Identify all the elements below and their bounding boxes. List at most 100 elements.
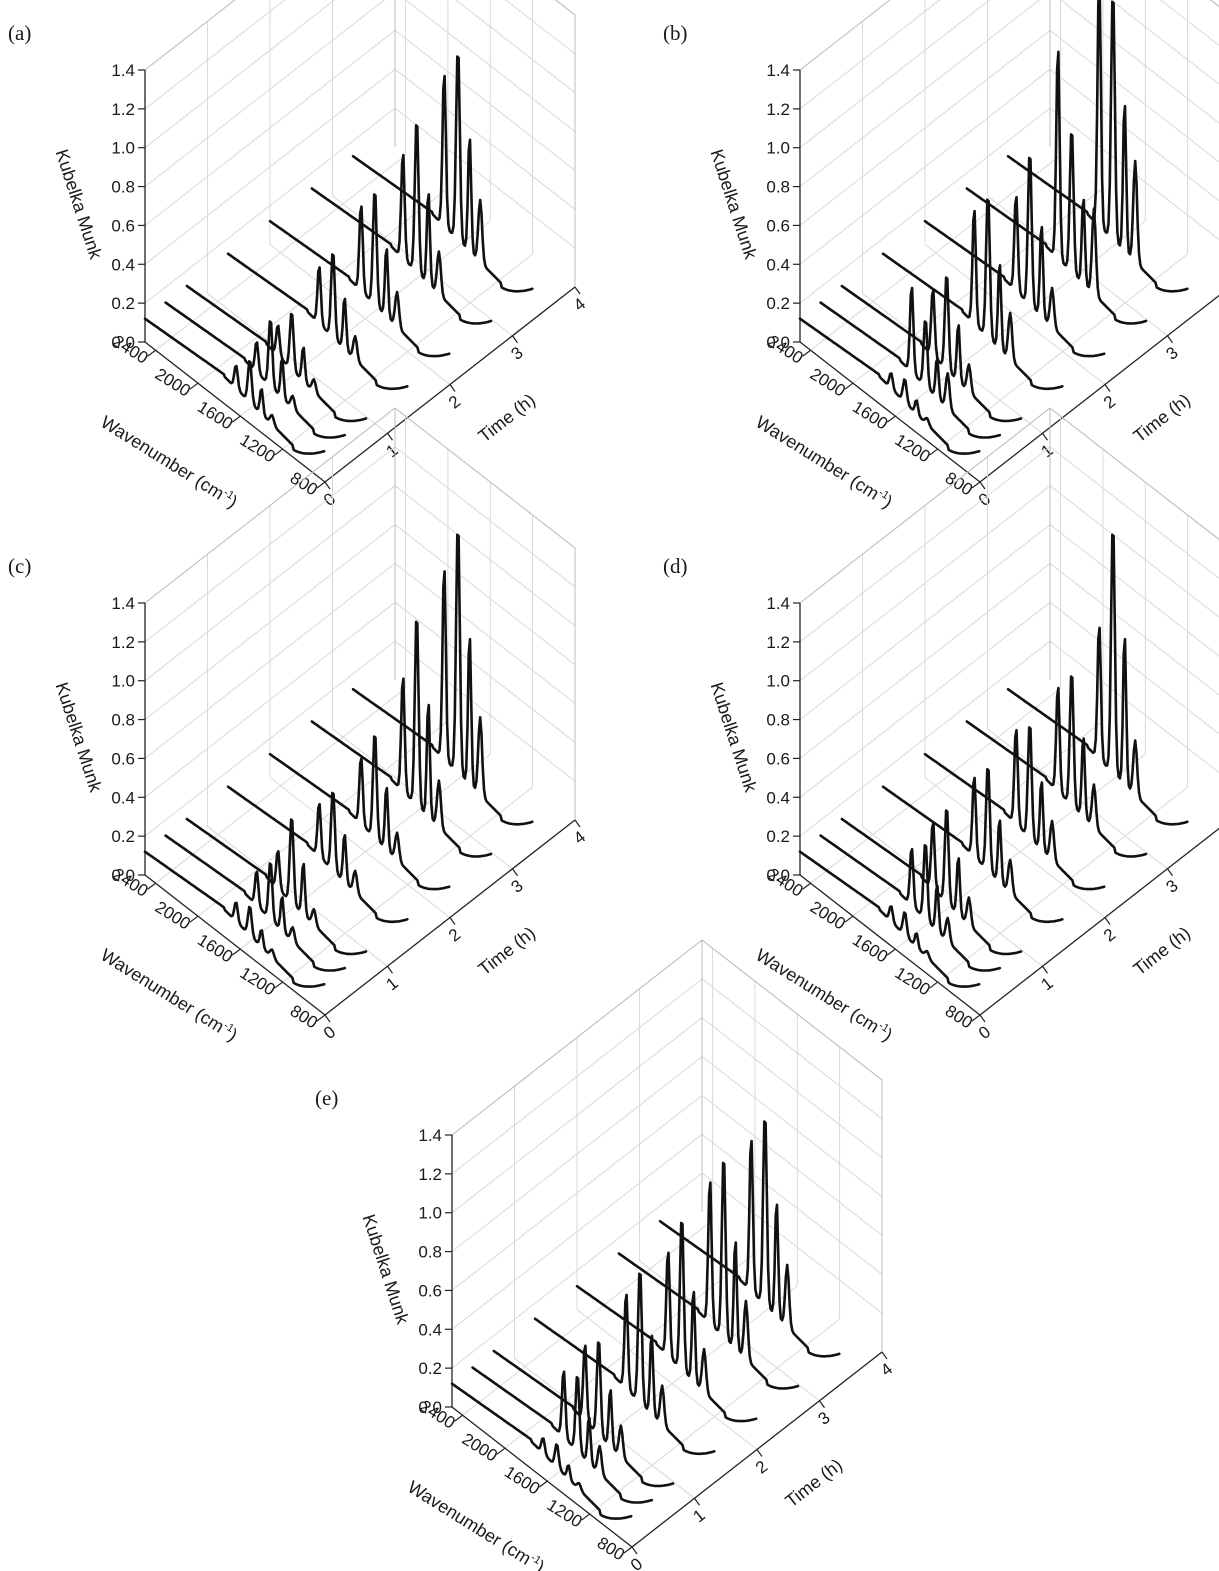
y-tick-label: 0.0 xyxy=(766,866,790,885)
t-tick xyxy=(512,335,518,344)
spectrum-t0 xyxy=(143,317,326,455)
y-tick-label: 0.6 xyxy=(766,216,790,235)
x-tick-label: 1200 xyxy=(891,430,933,466)
t-tick xyxy=(1167,868,1173,877)
x-tick xyxy=(538,1480,548,1488)
panel-label: (a) xyxy=(8,21,31,45)
x-tick xyxy=(929,981,939,989)
grid-line xyxy=(394,563,576,704)
chart-panel-b: (b)0.00.20.40.60.81.01.21.42400200016001… xyxy=(663,0,1219,512)
y-tick-label: 1.2 xyxy=(111,100,135,119)
x-tick-label: 2000 xyxy=(807,364,849,400)
spectrum-t5 xyxy=(965,675,1148,858)
time-axis-label: Time (h) xyxy=(475,390,540,447)
t-tick-label: 0 xyxy=(320,1022,339,1043)
panels: (a)0.00.20.40.60.81.01.21.42400200016001… xyxy=(8,0,1219,1571)
grid-line xyxy=(701,1172,883,1314)
grid xyxy=(799,407,1219,983)
x-tick-label: 2000 xyxy=(807,897,849,933)
grid-line xyxy=(1109,0,1219,85)
x-tick-label: 1200 xyxy=(236,963,278,999)
t-tick-label: 3 xyxy=(815,1408,834,1429)
spectrum-t5 xyxy=(310,620,493,858)
spectrum-t6 xyxy=(351,533,534,826)
x-tick-label: 800 xyxy=(287,468,321,499)
x-tick-label: 1600 xyxy=(194,930,236,966)
grid-line xyxy=(394,107,576,249)
spectrum-t1 xyxy=(164,834,347,972)
t-tick-label: 3 xyxy=(1163,876,1182,897)
t-tick xyxy=(756,1449,763,1457)
x-tick xyxy=(844,382,854,390)
spectrum-t6 xyxy=(1006,533,1189,826)
grid-line xyxy=(394,640,576,782)
axes: 0.00.20.40.60.81.01.21.42400200016001200… xyxy=(707,61,1219,512)
grid-line xyxy=(394,601,576,743)
t-tick-label: 2 xyxy=(445,925,464,946)
y-tick-label: 0.2 xyxy=(766,294,790,313)
t-tick xyxy=(631,1546,638,1555)
t-tick-label: 0 xyxy=(975,1022,994,1043)
x-tick xyxy=(147,882,156,890)
panel-label: (c) xyxy=(8,554,31,578)
y-tick-label: 1.2 xyxy=(766,633,790,652)
spectrum-t1 xyxy=(164,301,347,439)
t-tick-label: 3 xyxy=(508,876,527,897)
y-tick-label: 1.2 xyxy=(418,1165,442,1184)
y-tick-label: 1.2 xyxy=(111,633,135,652)
y-tick-label: 0.4 xyxy=(111,255,135,274)
grid-line xyxy=(269,244,451,385)
t-tick xyxy=(1104,384,1111,392)
spectrum-t2 xyxy=(492,1341,675,1488)
spectrum-t4 xyxy=(923,726,1106,891)
box-edge xyxy=(144,0,576,287)
t-tick-label: 2 xyxy=(445,392,464,413)
t-tick xyxy=(387,432,393,441)
grid-line xyxy=(701,978,883,1120)
spectrum-t1 xyxy=(471,1366,654,1504)
spectrum-t2 xyxy=(185,284,368,423)
y-tick-label: 0.2 xyxy=(766,827,790,846)
y-tick-label: 0.4 xyxy=(766,788,790,807)
x-tick xyxy=(496,1447,506,1455)
grid-line xyxy=(1049,601,1219,735)
axes: 0.00.20.40.60.81.01.21.42400200016001200… xyxy=(707,594,1219,1045)
spectrum-t6 xyxy=(351,55,534,293)
grid-line xyxy=(924,777,1106,918)
t-tick-label: 0 xyxy=(627,1554,646,1571)
t-tick xyxy=(449,917,456,925)
y-tick-label: 0.4 xyxy=(111,788,135,807)
grid-line xyxy=(862,825,1043,967)
x-tick xyxy=(147,349,156,357)
spectrum-t3 xyxy=(533,1272,716,1456)
t-tick-label: 1 xyxy=(690,1506,709,1527)
time-axis xyxy=(979,294,1219,483)
chart-panel-d: (d)0.00.20.40.60.81.01.21.42400200016001… xyxy=(663,407,1219,1045)
x-tick xyxy=(971,481,981,489)
spectrum-t5 xyxy=(617,1161,800,1390)
x-tick xyxy=(971,1014,981,1022)
y-tick-label: 1.4 xyxy=(111,61,135,80)
spectra xyxy=(143,533,534,988)
x-tick-label: 800 xyxy=(942,1001,976,1032)
x-tick xyxy=(623,1546,633,1554)
grid xyxy=(144,0,576,450)
grid-line xyxy=(1049,485,1219,618)
t-tick xyxy=(1104,917,1111,925)
grid-line xyxy=(1049,446,1219,579)
wavenumber-axis xyxy=(799,874,981,1016)
y-tick-label: 0.6 xyxy=(418,1281,442,1300)
t-tick-label: 4 xyxy=(877,1359,896,1380)
t-tick xyxy=(1042,432,1048,441)
t-tick-label: 1 xyxy=(383,974,402,995)
y-tick-label: 1.0 xyxy=(111,139,135,158)
time-axis-label: Time (h) xyxy=(475,923,540,980)
y-tick-label: 0.4 xyxy=(766,255,790,274)
grid-line xyxy=(701,1056,883,1197)
t-tick-label: 2 xyxy=(1100,925,1119,946)
time-axis-label: Time (h) xyxy=(1130,923,1195,980)
wavenumber-axis xyxy=(451,1406,633,1548)
grid-line xyxy=(1049,563,1219,696)
y-tick-label: 1.4 xyxy=(766,594,790,613)
